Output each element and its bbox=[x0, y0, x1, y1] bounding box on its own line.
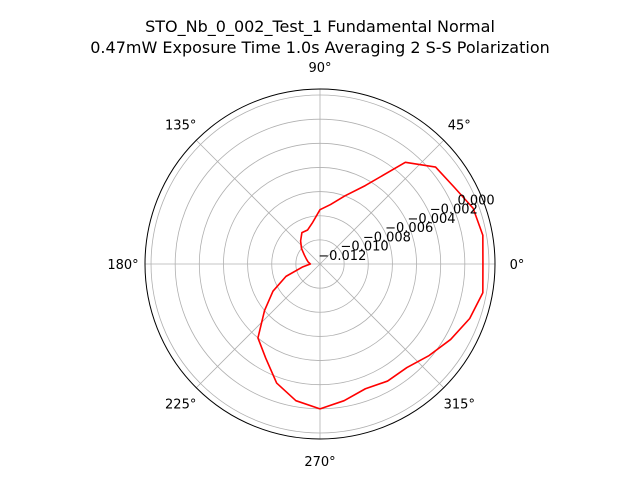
radial-tick-label: −0.002 bbox=[430, 203, 478, 218]
radial-tick-label: −0.010 bbox=[341, 240, 389, 255]
angular-gridline bbox=[319, 139, 445, 265]
radial-tick-label: −0.008 bbox=[363, 230, 411, 245]
polar-outer-spine bbox=[144, 88, 496, 440]
angle-tick-label: 315° bbox=[444, 397, 475, 412]
radial-tick-label: −0.006 bbox=[385, 221, 433, 236]
tick-labels: 0° 45° 90° 135° 180° 225° 270° 315° −0.012−0.010… bbox=[107, 61, 524, 470]
chart-title-line-2: 0.47mW Exposure Time 1.0s Averaging 2 S-… bbox=[90, 38, 550, 57]
angle-tick-label: 180° bbox=[107, 258, 138, 273]
angle-tick-label: 0° bbox=[510, 258, 525, 273]
angle-tick-label: 135° bbox=[165, 119, 196, 134]
radial-tick-label: −0.004 bbox=[407, 212, 455, 227]
angular-gridline bbox=[319, 263, 445, 389]
angular-gridline bbox=[195, 263, 321, 389]
series-layer bbox=[257, 161, 484, 410]
angular-gridline bbox=[195, 139, 321, 265]
chart-title-line-1: STO_Nb_0_002_Test_1 Fundamental Normal bbox=[145, 17, 495, 37]
radial-tick-label: 0.000 bbox=[457, 193, 494, 208]
polar-grid bbox=[145, 89, 495, 439]
angle-tick-label: 45° bbox=[448, 119, 471, 134]
angle-tick-label: 225° bbox=[165, 397, 196, 412]
angle-tick-label: 90° bbox=[308, 61, 331, 76]
series-line bbox=[257, 161, 484, 410]
radial-tick-label: −0.012 bbox=[318, 249, 366, 264]
angle-tick-label: 270° bbox=[304, 455, 335, 470]
